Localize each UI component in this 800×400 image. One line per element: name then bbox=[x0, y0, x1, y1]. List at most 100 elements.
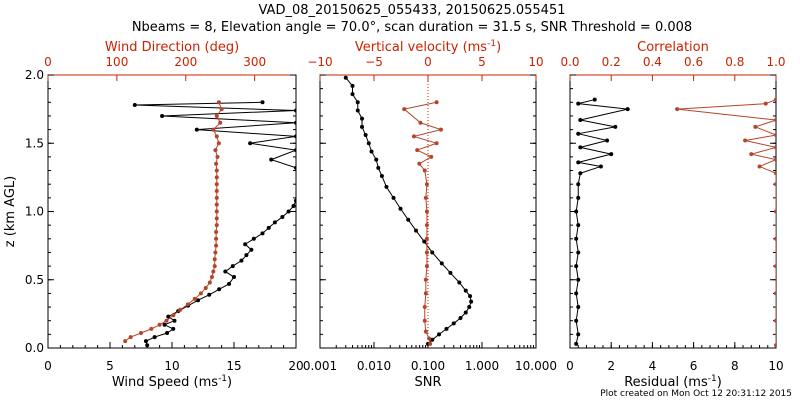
data-point-wind bbox=[216, 141, 221, 146]
panel-vertical: 0.001 0.010 0.100 1.000 10.000 −10 −5 0 5 10 bbox=[303, 55, 557, 373]
data-point-wind bbox=[291, 204, 296, 209]
data-point-correlation bbox=[774, 145, 776, 150]
data-point-wind bbox=[227, 281, 232, 286]
y-tick-label: 0.5 bbox=[25, 273, 44, 287]
data-point-vertical bbox=[417, 161, 422, 166]
y-tick-label: 1.0 bbox=[25, 205, 44, 219]
x-bottom-axis-label-wind: Wind Speed (ms-1) bbox=[112, 374, 232, 390]
data-point-correlation bbox=[605, 138, 610, 143]
panel-correlation: 0 2 4 6 8 10 0.0 0.2 0.4 0.6 0.8 1.0 bbox=[560, 55, 785, 373]
x-top-axis-label-vertical-superscript: -1 bbox=[487, 39, 496, 49]
data-point-vertical bbox=[434, 100, 439, 105]
data-point-vertical bbox=[350, 83, 355, 88]
data-point-vertical bbox=[376, 165, 381, 170]
data-point-wind bbox=[218, 120, 223, 125]
x-top-tick-label: 0 bbox=[424, 55, 432, 69]
data-point-wind bbox=[230, 264, 235, 269]
data-point-vertical bbox=[360, 116, 365, 121]
data-point-vertical bbox=[451, 321, 456, 326]
data-point-wind bbox=[294, 198, 296, 203]
x-top-tick-label: 100 bbox=[105, 55, 128, 69]
data-point-correlation bbox=[774, 182, 776, 187]
data-point-wind bbox=[272, 220, 277, 225]
data-point-vertical bbox=[423, 277, 428, 282]
data-point-vertical bbox=[343, 75, 348, 80]
data-point-vertical bbox=[424, 182, 429, 187]
data-point-vertical bbox=[437, 332, 442, 337]
data-point-vertical bbox=[350, 92, 355, 97]
data-point-wind bbox=[132, 103, 137, 108]
data-point-vertical bbox=[418, 120, 423, 125]
x-bottom-tick-label: 10.000 bbox=[515, 359, 557, 373]
x-bottom-axis-label-correlation-superscript: -1 bbox=[708, 374, 717, 384]
data-point-wind bbox=[143, 339, 148, 344]
data-point-wind bbox=[214, 236, 219, 241]
x-bottom-tick-label: 0.010 bbox=[357, 359, 391, 373]
x-bottom-tick-label: 1.000 bbox=[465, 359, 499, 373]
data-point-wind bbox=[165, 330, 170, 335]
data-point-correlation bbox=[592, 97, 597, 102]
data-point-vertical bbox=[424, 236, 429, 241]
data-point-correlation bbox=[576, 160, 581, 165]
data-point-vertical bbox=[463, 310, 468, 315]
x-bottom-tick-label: 0 bbox=[44, 359, 52, 373]
x-bottom-tick-label: 2 bbox=[607, 359, 615, 373]
data-point-vertical bbox=[427, 336, 432, 341]
data-point-vertical bbox=[423, 329, 428, 334]
data-point-vertical bbox=[468, 294, 473, 299]
data-point-vertical bbox=[439, 261, 444, 266]
data-point-wind bbox=[207, 280, 212, 285]
data-point-vertical bbox=[355, 100, 360, 105]
data-point-correlation bbox=[774, 97, 776, 102]
data-point-vertical bbox=[458, 315, 463, 320]
data-point-correlation bbox=[574, 236, 579, 241]
data-point-correlation bbox=[576, 305, 581, 310]
x-bottom-tick-label: 8 bbox=[731, 359, 739, 373]
x-top-axis-label-vertical: Vertical velocity (ms-1) bbox=[355, 39, 501, 55]
data-point-wind bbox=[214, 223, 219, 228]
x-bottom-tick-label: 0.100 bbox=[411, 359, 445, 373]
data-point-correlation bbox=[574, 341, 579, 346]
data-point-correlation bbox=[763, 101, 768, 106]
data-point-wind bbox=[172, 318, 177, 323]
data-point-correlation bbox=[578, 145, 583, 150]
data-point-vertical bbox=[429, 154, 434, 159]
data-point-vertical bbox=[384, 184, 389, 189]
series-line-wind-2 bbox=[124, 102, 223, 342]
series-line-vertical-0 bbox=[345, 77, 472, 345]
data-point-vertical bbox=[469, 299, 474, 304]
data-point-wind bbox=[280, 214, 285, 219]
data-point-wind bbox=[249, 247, 254, 252]
data-point-correlation bbox=[774, 318, 776, 323]
data-point-vertical bbox=[422, 318, 427, 323]
data-point-vertical bbox=[363, 133, 368, 138]
data-point-correlation bbox=[675, 107, 680, 112]
data-point-vertical bbox=[434, 141, 439, 146]
data-point-vertical bbox=[430, 337, 435, 342]
x-top-tick-label: 1.0 bbox=[766, 55, 785, 69]
data-point-wind bbox=[216, 100, 221, 105]
data-point-wind bbox=[217, 287, 222, 292]
x-bottom-tick-label: 6 bbox=[690, 359, 698, 373]
data-point-correlation bbox=[576, 277, 581, 282]
data-point-vertical bbox=[414, 228, 419, 233]
data-point-vertical bbox=[423, 195, 428, 200]
data-point-vertical bbox=[424, 223, 429, 228]
data-point-wind bbox=[223, 269, 228, 274]
x-top-tick-label: 5 bbox=[478, 55, 486, 69]
data-point-vertical bbox=[402, 107, 407, 112]
x-bottom-tick-label: 0 bbox=[566, 359, 574, 373]
data-point-wind bbox=[269, 157, 274, 162]
data-point-vertical bbox=[444, 326, 449, 331]
data-point-wind bbox=[214, 175, 219, 180]
data-point-correlation bbox=[774, 264, 776, 269]
data-point-correlation bbox=[613, 124, 618, 129]
data-point-correlation bbox=[774, 171, 776, 176]
data-point-wind bbox=[214, 168, 219, 173]
series-line-correlation-0 bbox=[575, 99, 628, 345]
data-point-wind bbox=[212, 257, 217, 262]
data-point-wind bbox=[294, 134, 296, 139]
x-bottom-axis-label-correlation: Residual (ms-1) bbox=[624, 374, 722, 390]
